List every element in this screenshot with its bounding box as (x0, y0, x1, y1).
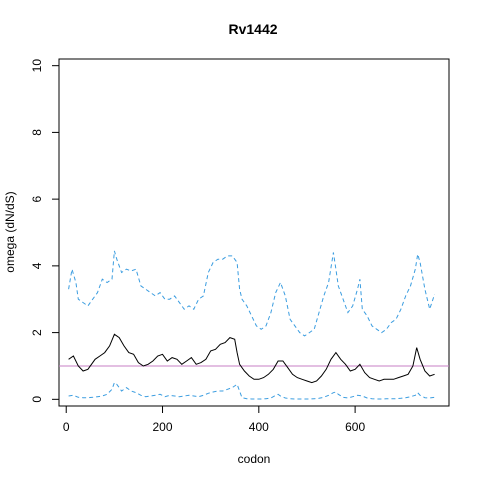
y-tick-label: 8 (30, 129, 44, 136)
x-axis-label: codon (238, 452, 271, 466)
chart-title: Rv1442 (228, 21, 277, 37)
y-tick-label: 2 (30, 329, 44, 336)
series-line-1 (68, 333, 435, 384)
y-tick-label: 6 (30, 195, 44, 202)
series-line-2 (68, 250, 436, 337)
series-line-3 (68, 381, 435, 400)
axis-ticks: 0 200 400 600 0 2 4 6 8 10 (30, 59, 365, 434)
y-tick-label: 0 (30, 396, 44, 403)
x-tick-label: 0 (63, 420, 70, 434)
y-axis-label: omega (dN/dS) (3, 191, 17, 272)
series-group (68, 250, 436, 400)
x-tick-label: 200 (153, 420, 173, 434)
x-tick-label: 400 (249, 420, 269, 434)
y-tick-label: 10 (30, 59, 44, 73)
y-tick-label: 4 (30, 262, 44, 269)
plot-frame (58, 58, 450, 407)
x-tick-label: 600 (345, 420, 365, 434)
